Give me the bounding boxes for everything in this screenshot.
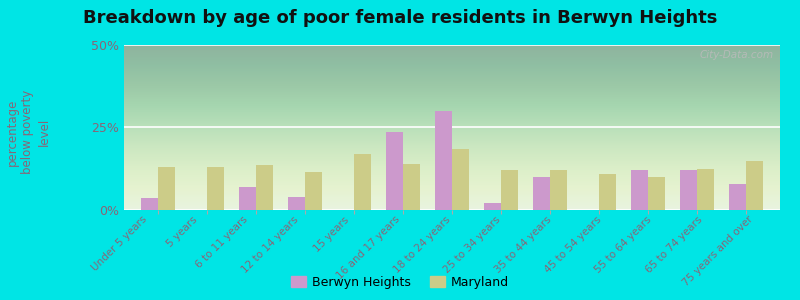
Bar xyxy=(141,199,158,210)
Bar xyxy=(386,132,403,210)
Text: 45 to 54 years: 45 to 54 years xyxy=(543,214,603,275)
Bar xyxy=(305,172,322,210)
Bar xyxy=(256,165,274,210)
Text: 75 years and over: 75 years and over xyxy=(681,214,754,289)
Text: Breakdown by age of poor female residents in Berwyn Heights: Breakdown by age of poor female resident… xyxy=(83,9,717,27)
Text: 25 to 34 years: 25 to 34 years xyxy=(442,214,502,275)
Bar xyxy=(239,187,256,210)
Bar xyxy=(599,174,616,210)
Text: City-Data.com: City-Data.com xyxy=(699,50,774,60)
Text: Under 5 years: Under 5 years xyxy=(90,214,150,274)
Bar xyxy=(354,154,371,210)
Text: 65 to 74 years: 65 to 74 years xyxy=(644,214,704,275)
Bar xyxy=(484,203,501,210)
Bar xyxy=(630,170,648,210)
Text: 15 years: 15 years xyxy=(312,214,351,254)
Bar xyxy=(746,160,763,210)
Text: below poverty: below poverty xyxy=(22,90,34,174)
Legend: Berwyn Heights, Maryland: Berwyn Heights, Maryland xyxy=(286,271,514,294)
Text: 18 to 24 years: 18 to 24 years xyxy=(391,214,452,275)
Bar xyxy=(207,167,224,210)
Bar xyxy=(501,170,518,210)
Bar xyxy=(550,170,567,210)
Bar xyxy=(288,197,305,210)
Bar xyxy=(452,149,469,210)
Text: 5 years: 5 years xyxy=(166,214,200,249)
Bar xyxy=(697,169,714,210)
Text: 6 to 11 years: 6 to 11 years xyxy=(194,214,250,270)
Text: 35 to 44 years: 35 to 44 years xyxy=(493,214,553,275)
Bar xyxy=(648,177,665,210)
Bar xyxy=(680,170,697,210)
Bar xyxy=(533,177,550,210)
Text: percentage: percentage xyxy=(6,98,18,166)
Text: 12 to 14 years: 12 to 14 years xyxy=(240,214,301,275)
Text: 16 and 17 years: 16 and 17 years xyxy=(334,214,402,281)
Bar xyxy=(158,167,175,210)
Bar xyxy=(729,184,746,210)
Text: 55 to 64 years: 55 to 64 years xyxy=(594,214,654,275)
Bar xyxy=(435,111,452,210)
Bar xyxy=(403,164,420,210)
Text: level: level xyxy=(38,118,50,146)
